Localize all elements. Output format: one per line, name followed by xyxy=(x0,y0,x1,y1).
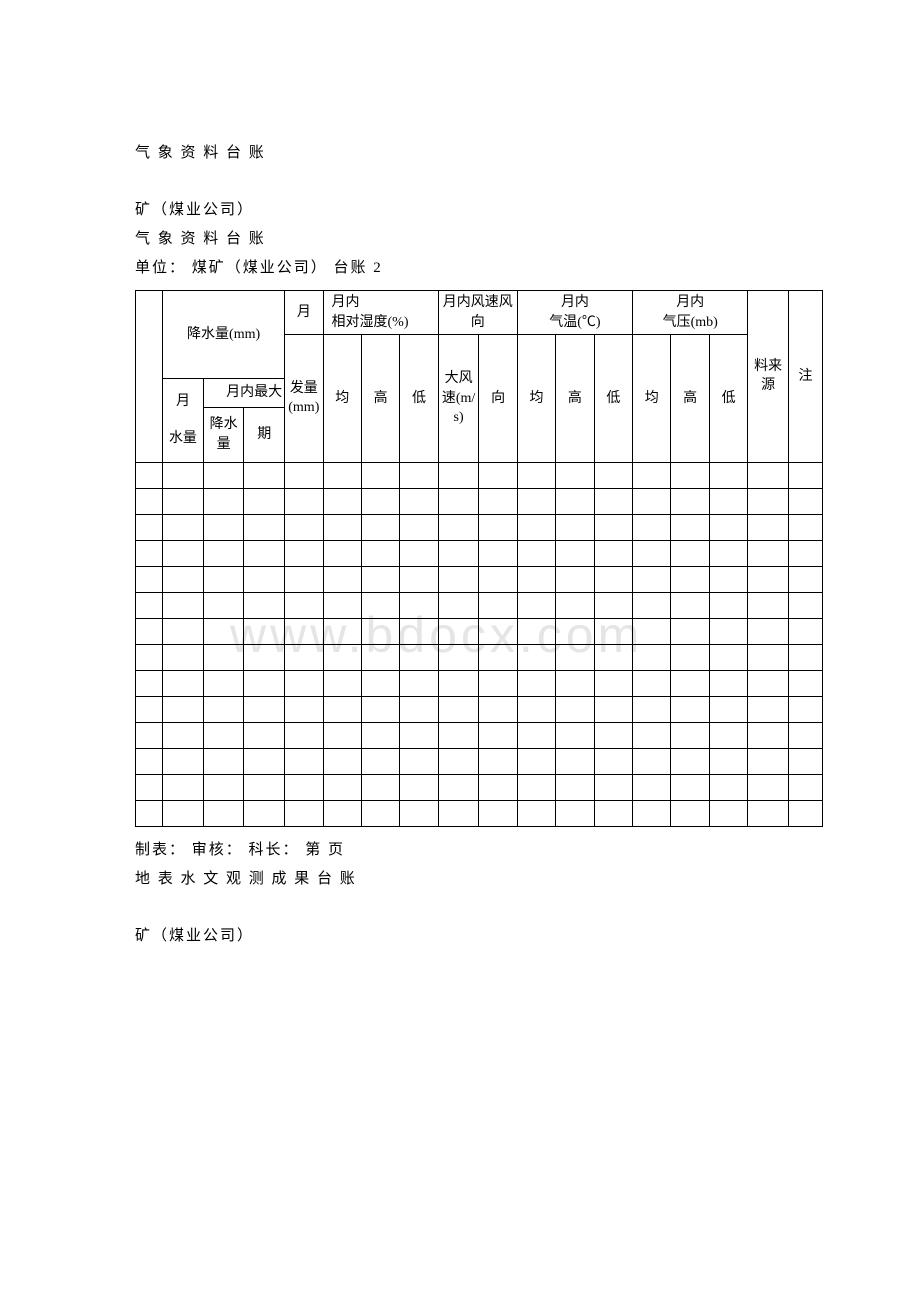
header-low-2: 低 xyxy=(594,335,632,462)
header-high-2: 高 xyxy=(556,335,594,462)
table-row xyxy=(136,644,823,670)
table-row xyxy=(136,618,823,644)
header-low-1: 低 xyxy=(400,335,438,462)
table-row xyxy=(136,566,823,592)
header-month-label: 月 xyxy=(165,392,201,412)
header-avg-1: 均 xyxy=(323,335,361,462)
header-row-1: 降水量(mm) 月 月内 相对湿度(%) 月内风速风向 月内 气温(℃) 月内 … xyxy=(136,291,823,335)
header-precip: 降水量(mm) xyxy=(163,291,285,379)
header-note: 注 xyxy=(788,291,822,463)
table-row xyxy=(136,696,823,722)
table-row xyxy=(136,748,823,774)
header-high-3: 高 xyxy=(671,335,709,462)
header-month-max: 月内最大 xyxy=(204,379,284,408)
table-row xyxy=(136,592,823,618)
table-row xyxy=(136,540,823,566)
header-pressure: 月内 气压(mb) xyxy=(633,291,748,335)
table-row xyxy=(136,722,823,748)
header-low-3: 低 xyxy=(709,335,747,462)
header-wind-speed: 大风速(m/s) xyxy=(438,335,479,462)
company-line-1: 矿（煤业公司） xyxy=(135,197,820,224)
header-source: 料来源 xyxy=(748,291,789,463)
header-humidity: 月内 相对湿度(%) xyxy=(323,291,438,335)
table-row xyxy=(136,488,823,514)
company-line-2: 矿（煤业公司） xyxy=(135,923,820,950)
header-evap: 发量(mm) xyxy=(285,335,323,462)
table-row xyxy=(136,514,823,540)
header-precip-amt: 降水量 xyxy=(204,408,245,462)
page-content: 气 象 资 料 台 账 矿（煤业公司） 气 象 资 料 台 账 单位： 煤矿（煤… xyxy=(135,140,820,950)
header-temp: 月内 气温(℃) xyxy=(517,291,632,335)
header-avg-3: 均 xyxy=(633,335,671,462)
meteorology-ledger-table: 降水量(mm) 月 月内 相对湿度(%) 月内风速风向 月内 气温(℃) 月内 … xyxy=(135,290,823,827)
header-high-1: 高 xyxy=(361,335,399,462)
table-row xyxy=(136,670,823,696)
footer-signatures: 制表： 审核： 科长： 第 页 xyxy=(135,837,820,864)
header-wind: 月内风速风向 xyxy=(438,291,517,335)
header-avg-2: 均 xyxy=(517,335,555,462)
header-date: 期 xyxy=(244,408,284,462)
unit-line: 单位： 煤矿（煤业公司） 台账 2 xyxy=(135,255,820,282)
header-direction: 向 xyxy=(479,335,517,462)
title-meteorology-2: 气 象 资 料 台 账 xyxy=(135,226,820,253)
table-row xyxy=(136,462,823,488)
title-meteorology-1: 气 象 资 料 台 账 xyxy=(135,140,820,167)
table-row xyxy=(136,774,823,800)
col-blank-1 xyxy=(136,291,163,463)
table-row xyxy=(136,800,823,826)
title-hydrology: 地 表 水 文 观 测 成 果 台 账 xyxy=(135,866,820,893)
header-water-amt: 水量 xyxy=(165,429,201,449)
header-month-evap-top: 月 xyxy=(285,291,323,335)
